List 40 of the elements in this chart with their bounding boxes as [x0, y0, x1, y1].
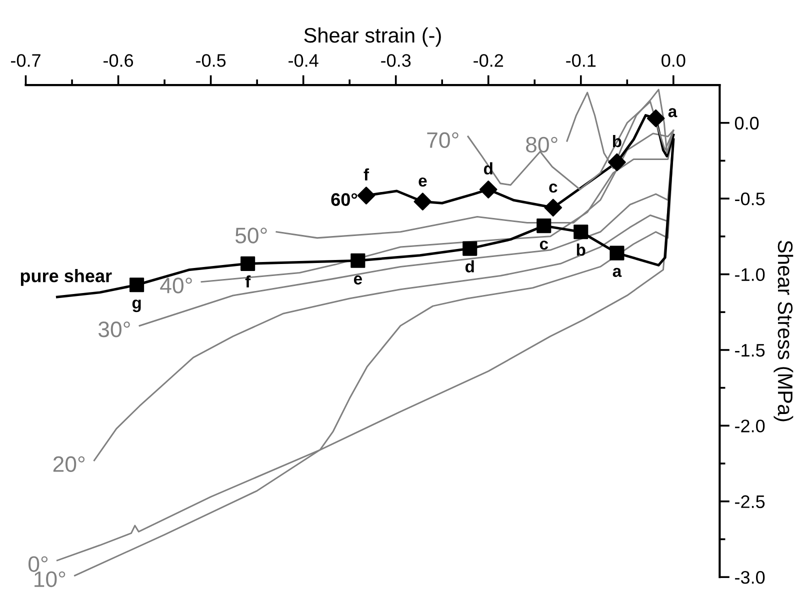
series-label: 80° [526, 136, 558, 153]
annotation: e [418, 177, 427, 187]
annotation: f [364, 168, 370, 180]
x-tick-label: -0.6 [104, 54, 134, 67]
y-tick-label: -3.0 [735, 571, 765, 584]
y-tick-label: -2.5 [735, 495, 765, 508]
annotation: e [354, 275, 362, 285]
series-label: 20° [53, 456, 85, 472]
y-tick-label: -1.5 [735, 344, 765, 357]
series-label: 10° [34, 571, 66, 588]
annotation: g [132, 300, 141, 312]
annotation: a [668, 108, 678, 118]
annotation: b [612, 135, 622, 148]
annotation: c [549, 184, 558, 193]
y-tick-label: -1.0 [735, 268, 765, 281]
annotation: f [245, 275, 251, 288]
y-tick-label: 0.0 [734, 116, 759, 130]
x-tick-label: -0.3 [381, 54, 411, 67]
series-label: 60° [331, 193, 358, 206]
y-tick-label: -0.5 [735, 192, 765, 206]
series-label: 40° [160, 278, 192, 294]
x-tick-label: -0.2 [474, 54, 504, 67]
x-tick-label: -0.5 [196, 54, 226, 67]
annotation: b [576, 244, 586, 256]
annotation: d [484, 162, 492, 175]
annotation: a [612, 268, 622, 277]
series-label: 30° [98, 322, 130, 338]
x-tick-label: -0.4 [288, 54, 318, 67]
series-label: 70° [427, 132, 458, 148]
series-label: pure shear [20, 269, 112, 286]
x-tick-label: -0.1 [566, 54, 596, 67]
series-label: 0° [28, 556, 48, 572]
x-tick-label: 0.0 [662, 54, 686, 67]
x-axis-title: Shear strain (-) [304, 27, 441, 47]
y-tick-label: -2.0 [735, 420, 765, 432]
y-axis-title: Shear Stress (MPa) [774, 240, 794, 422]
x-tick-label: -0.7 [11, 54, 40, 67]
annotation: d [465, 260, 474, 272]
series-label: 50° [235, 228, 267, 244]
annotation: c [540, 240, 548, 250]
